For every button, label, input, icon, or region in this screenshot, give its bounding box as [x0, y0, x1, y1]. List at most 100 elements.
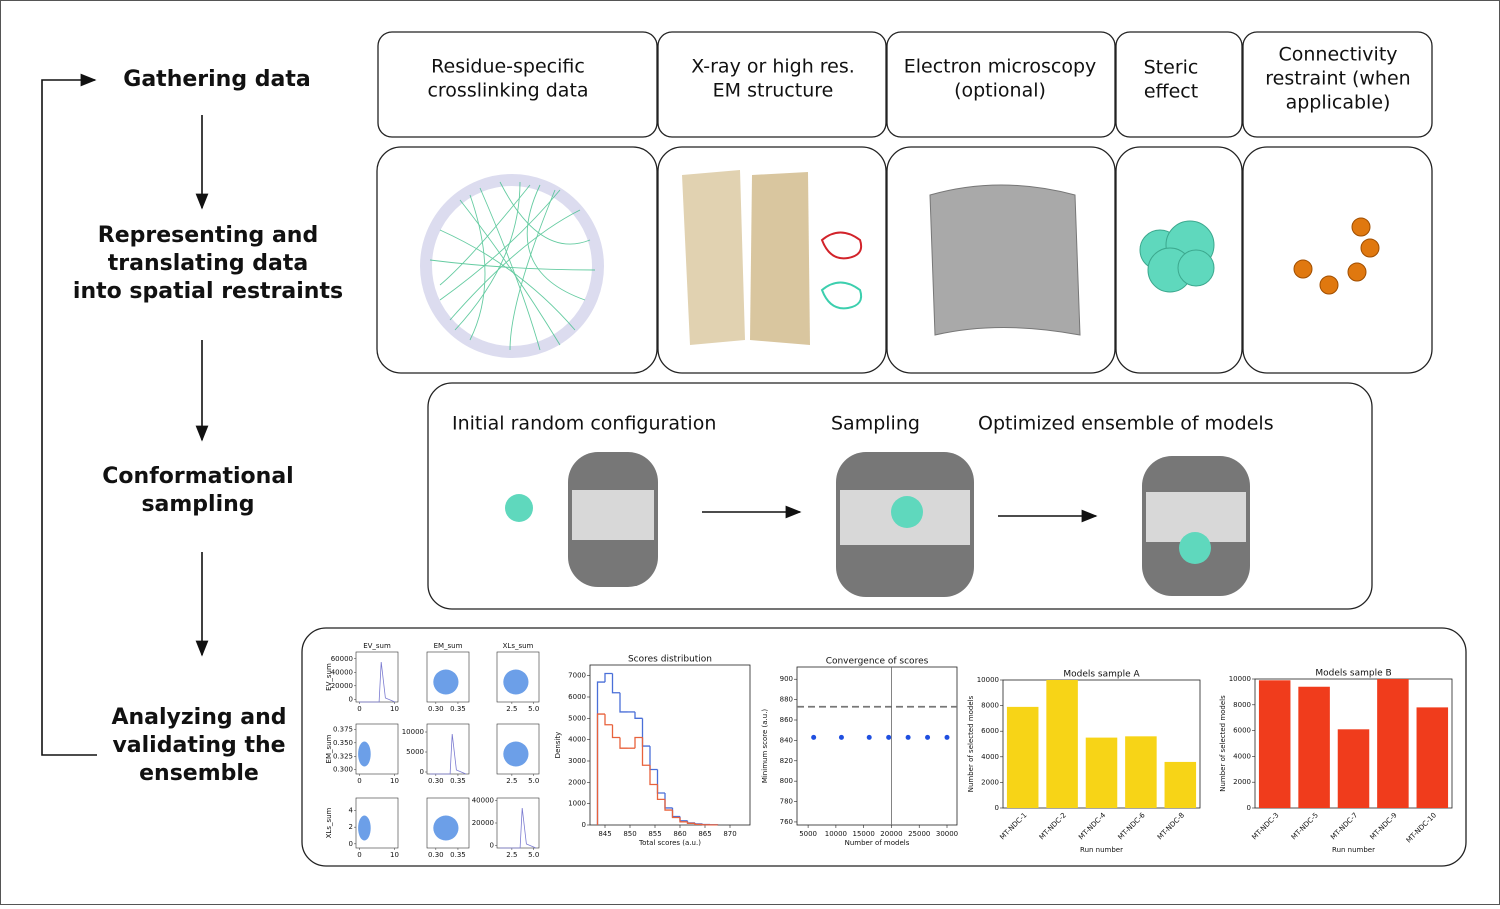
y-axis-label: Minimum score (a.u.): [761, 709, 769, 784]
y-tick-label: 0: [420, 768, 424, 776]
y-tick-label: 6000: [568, 693, 586, 701]
source-label: restraint (when: [1265, 68, 1410, 90]
axis-label: EV_sum: [325, 663, 333, 691]
chart-title: Scores distribution: [628, 655, 712, 665]
bar: [1086, 738, 1118, 808]
y-tick-label: 0: [995, 804, 999, 812]
x-tick-label: 2.5: [506, 851, 517, 859]
stage-label: Representing and: [98, 223, 318, 248]
x-axis-label: Total scores (a.u.): [638, 839, 701, 847]
y-tick-label: 40000: [331, 668, 353, 676]
stage-label: ensemble: [139, 761, 259, 786]
y-tick-label: 5000: [406, 748, 424, 756]
bar: [1007, 707, 1039, 808]
y-tick-label: 880: [780, 696, 793, 704]
x-tick-label: 0.30: [428, 777, 444, 785]
x-tick-label: 5.0: [528, 777, 539, 785]
y-tick-label: 860: [780, 716, 793, 724]
sampling-label: Sampling: [831, 413, 920, 435]
x-tick-label: 0: [357, 705, 361, 713]
y-tick-label: 7000: [568, 672, 586, 680]
y-tick-label: 2000: [568, 778, 586, 786]
x-tick-label: 2.5: [506, 705, 517, 713]
y-tick-label: 20000: [472, 819, 494, 827]
y-tick-label: 0.325: [333, 752, 353, 760]
y-tick-label: 0: [582, 821, 586, 829]
y-tick-label: 6000: [1233, 727, 1251, 735]
x-tick-label: 845: [598, 830, 611, 838]
source-label: applicable): [1286, 92, 1391, 114]
x-tick-label: 10: [390, 777, 399, 785]
y-tick-label: 2000: [981, 778, 999, 786]
x-tick-label: 2.5: [506, 777, 517, 785]
point: [945, 735, 950, 740]
x-tick-label: 850: [623, 830, 636, 838]
y-tick-label: 840: [780, 736, 793, 744]
point: [925, 735, 930, 740]
point: [886, 735, 891, 740]
y-tick-label: 2000: [1233, 778, 1251, 786]
stage-label: Gathering data: [123, 67, 310, 92]
x-tick-label: 0.30: [428, 705, 444, 713]
scatter-cloud: [433, 670, 458, 695]
chart-title: Convergence of scores: [826, 657, 929, 667]
x-tick-label: 0: [357, 851, 361, 859]
y-tick-label: 4000: [1233, 752, 1251, 760]
x-tick-label: 10000: [825, 830, 847, 838]
y-axis-label: Number of selected models: [967, 695, 975, 792]
chart-title: Models sample B: [1315, 669, 1391, 679]
y-tick-label: 20000: [331, 682, 353, 690]
scatter-cloud: [503, 742, 528, 767]
bar: [1165, 762, 1197, 808]
subplot-title: EV_sum: [363, 642, 391, 650]
y-tick-label: 0: [1247, 804, 1251, 812]
source-label: (optional): [954, 80, 1046, 102]
bar: [1298, 687, 1330, 808]
bar: [1377, 679, 1409, 808]
y-axis-label: Number of selected models: [1219, 695, 1227, 792]
em-map: [930, 185, 1080, 335]
x-tick-label: 0.30: [428, 851, 444, 859]
y-tick-label: 780: [780, 798, 793, 806]
x-tick-label: 0.35: [450, 777, 466, 785]
y-tick-label: 3000: [568, 757, 586, 765]
x-tick-label: 15000: [853, 830, 875, 838]
y-tick-label: 4: [349, 807, 354, 815]
bar: [1259, 680, 1291, 808]
x-tick-label: 0.35: [450, 851, 466, 859]
y-tick-label: 760: [780, 818, 793, 826]
axis-label: EM_sum: [325, 734, 333, 763]
x-axis-label: Run number: [1080, 846, 1123, 854]
scatter-cloud: [433, 816, 458, 841]
y-tick-label: 8000: [981, 702, 999, 710]
scatter-cloud: [358, 742, 371, 767]
plot-frame: [590, 665, 750, 825]
source-label: X-ray or high res.: [691, 56, 855, 78]
subplot-frame: [497, 798, 539, 848]
y-tick-label: 0: [349, 840, 353, 848]
y-axis-label: Density: [554, 732, 562, 759]
x-tick-label: 5000: [799, 830, 817, 838]
source-label: Steric: [1144, 57, 1199, 79]
y-tick-label: 4000: [981, 753, 999, 761]
source-label: Residue-specific: [431, 56, 585, 78]
y-tick-label: 2: [349, 823, 353, 831]
x-tick-label: 870: [723, 830, 736, 838]
y-tick-label: 10000: [977, 676, 999, 684]
plot-frame: [797, 667, 957, 825]
scatter-cloud: [503, 670, 528, 695]
point: [906, 735, 911, 740]
sampling-label: Optimized ensemble of models: [978, 413, 1274, 435]
y-tick-label: 5000: [568, 714, 586, 722]
x-tick-label: 10: [390, 851, 399, 859]
y-tick-label: 0.300: [333, 766, 353, 774]
subplot-frame: [427, 724, 469, 774]
y-tick-label: 8000: [1233, 701, 1251, 709]
x-tick-label: 25000: [908, 830, 930, 838]
x-tick-label: 860: [673, 830, 686, 838]
source-label: crosslinking data: [427, 80, 588, 102]
source-label: effect: [1144, 81, 1198, 103]
x-tick-label: 10: [390, 705, 399, 713]
bar: [1046, 680, 1078, 808]
